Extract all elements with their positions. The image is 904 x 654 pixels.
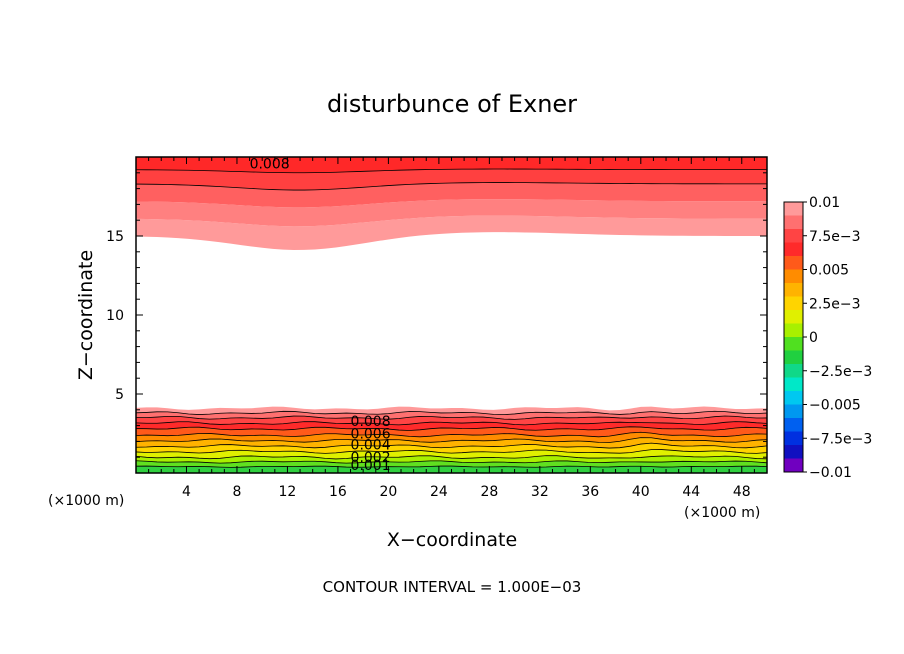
bottom-contour-11 — [135, 410, 768, 416]
x-tick-label: 4 — [182, 484, 191, 500]
x-unit-left: (×1000 m) — [48, 493, 124, 509]
bottom-band-5 — [136, 437, 767, 449]
bottom-contour-6 — [135, 437, 768, 443]
colorbar-swatch — [784, 445, 803, 459]
colorbar-swatch — [784, 269, 803, 284]
colorbar-tick-label: 0.01 — [809, 195, 840, 211]
colorbar-swatch — [784, 215, 803, 230]
x-tick-label: 32 — [531, 484, 549, 500]
contour-label: 0.008 — [351, 414, 391, 430]
y-axis-label: Z−coordinate — [75, 250, 97, 380]
colorbar-tick-label: −7.5e−3 — [809, 431, 872, 447]
contour-label: 0.006 — [351, 427, 391, 443]
colorbar-swatch — [784, 404, 803, 419]
colorbar-tick-label: 0 — [809, 330, 818, 346]
y-tick-label: 5 — [115, 387, 124, 403]
top-band-4 — [136, 157, 767, 173]
plot-fill — [136, 157, 767, 473]
bottom-contour-1 — [135, 465, 768, 468]
x-axis-label: X−coordinate — [387, 529, 517, 551]
colorbar-swatch — [784, 377, 803, 392]
x-tick-label: 44 — [682, 484, 700, 500]
colorbar-swatch — [784, 242, 803, 257]
contour-label: 0.002 — [351, 450, 391, 466]
top-band-2 — [136, 182, 767, 208]
colorbar-swatch — [784, 229, 803, 243]
colorbar-swatch — [784, 283, 803, 297]
bottom-contour-5 — [135, 442, 768, 449]
x-tick-label: 24 — [430, 484, 448, 500]
colorbar-swatch — [784, 323, 803, 338]
colorbar-tick-label: 0.005 — [809, 263, 849, 279]
top-contour-4 — [135, 168, 767, 174]
colorbar-swatch — [784, 458, 803, 473]
colorbar: 0.01 7.5e−3 0.005 2.5e−3 0 −2.5e−3 −0.005 −7.5e… — [783, 195, 872, 481]
bottom-band-3 — [136, 449, 767, 459]
colorbar-tick-label: −0.005 — [809, 398, 861, 414]
top-contour-3 — [135, 182, 768, 191]
colorbar-swatch — [784, 337, 803, 351]
top-band-3 — [136, 169, 767, 191]
bottom-band-10 — [136, 411, 767, 420]
bottom-contour-10 — [135, 415, 768, 420]
colorbar-swatch — [784, 418, 803, 432]
bottom-band-7 — [136, 426, 767, 437]
y-tick-label: 10 — [106, 308, 124, 324]
colorbar-tick-label: 7.5e−3 — [809, 229, 861, 245]
contour-label: 0.001 — [351, 458, 391, 474]
colorbar-swatch — [784, 296, 803, 311]
colorbar-swatch — [784, 431, 803, 446]
chart-title: disturbunce of Exner — [327, 90, 577, 118]
x-tick-label: 20 — [379, 484, 397, 500]
bottom-contour-4 — [135, 449, 768, 454]
x-tick-labels: 4 8 12 16 20 24 28 32 36 40 44 48 — [182, 484, 751, 500]
colorbar-tick-label: 2.5e−3 — [809, 296, 861, 312]
x-tick-label: 12 — [279, 484, 297, 500]
contour-label: 0.008 — [250, 156, 290, 172]
x-tick-label: 16 — [329, 484, 347, 500]
x-tick-label: 48 — [733, 484, 751, 500]
colorbar-tick-label: −2.5e−3 — [809, 364, 872, 380]
contour-lines — [135, 168, 768, 468]
bottom-contour-2 — [135, 460, 768, 464]
x-tick-label: 40 — [632, 484, 650, 500]
bottom-contour-3 — [135, 455, 768, 460]
colorbar-swatch — [784, 364, 803, 378]
bottom-contour-7 — [135, 431, 768, 438]
colorbar-swatch — [784, 391, 803, 405]
colorbar-tick-label: −0.01 — [809, 465, 852, 481]
colorbar-swatch — [784, 256, 803, 270]
bottom-band-2 — [136, 455, 767, 464]
y-tick-label: 15 — [106, 229, 124, 245]
x-tick-label: 36 — [581, 484, 599, 500]
top-band-1 — [136, 199, 767, 227]
footer-text: CONTOUR INTERVAL = 1.000E−03 — [323, 578, 582, 596]
colorbar-swatch — [784, 310, 803, 324]
bottom-band-11 — [136, 406, 767, 415]
y-tick-labels: 5 10 15 — [106, 229, 124, 403]
bottom-contour-8 — [135, 426, 768, 431]
x-unit-right: (×1000 m) — [684, 505, 760, 521]
bottom-band-6 — [136, 432, 767, 443]
axis-ticks — [136, 157, 767, 473]
x-tick-label: 28 — [480, 484, 498, 500]
colorbar-swatch — [784, 202, 803, 216]
bottom-contour-9 — [135, 421, 768, 426]
x-tick-label: 8 — [232, 484, 241, 500]
colorbar-swatch — [784, 350, 803, 365]
contour-label: 0.004 — [351, 438, 391, 454]
bottom-band-9 — [136, 416, 767, 425]
top-band-0 — [136, 215, 767, 250]
